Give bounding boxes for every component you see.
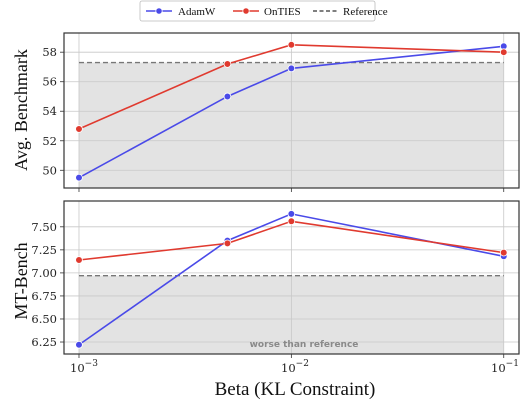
x-tick-label-1e-3: 10−3 <box>70 359 98 375</box>
data-point-adamw <box>75 173 83 182</box>
legend-item-reference: Reference <box>313 6 388 18</box>
y-tick-label: 6.25 <box>31 335 57 349</box>
data-point-adamw <box>287 210 296 218</box>
y-tick-label: 7.00 <box>31 266 57 280</box>
y-tick-label: 58 <box>42 45 57 59</box>
y-tick-label: 7.50 <box>31 220 57 234</box>
series-line-onties <box>78 44 504 130</box>
panel-avg-benchmark: 50 52 54 56 58 <box>42 32 520 192</box>
legend-onties-label: OnTIES <box>264 6 301 18</box>
legend-reference-label: Reference <box>343 6 388 18</box>
legend-adamw-label: AdamW <box>178 6 216 18</box>
panel-mt-bench: 6.25 6.50 6.75 7.00 7.25 7.50 <box>31 200 520 358</box>
y-tick-label: 6.50 <box>31 312 57 326</box>
y-tick-label: 54 <box>42 104 57 118</box>
y-tick-label: 7.25 <box>31 243 57 257</box>
legend: AdamW OnTIES Reference <box>139 0 388 22</box>
y-tick-label: 52 <box>42 134 57 148</box>
x-tick-label-1e-1: 10−1 <box>491 359 519 375</box>
data-point-onties <box>75 125 83 133</box>
y-axis-label-bottom: MT-Bench <box>11 242 31 319</box>
x-tick-label-1e-2: 10−2 <box>281 359 309 375</box>
legend-item-adamw: AdamW <box>146 6 216 18</box>
legend-item-onties: OnTIES <box>233 6 301 18</box>
plot-frame <box>63 32 520 189</box>
plot-frame <box>63 200 520 355</box>
x-tick-labels: 10−3 10−2 10−1 <box>70 359 519 375</box>
data-point-onties <box>223 239 232 248</box>
data-point-onties <box>499 248 508 257</box>
y-tick-label: 56 <box>42 75 57 89</box>
series-line-onties <box>78 220 504 261</box>
data-point-onties <box>287 217 296 226</box>
data-point-onties <box>223 60 232 68</box>
data-point-adamw <box>287 64 296 73</box>
data-point-onties <box>75 256 83 264</box>
y-tick-label: 50 <box>42 163 57 177</box>
y-tick-label: 6.75 <box>31 289 57 303</box>
data-point-onties <box>499 48 508 56</box>
data-point-adamw <box>75 340 83 349</box>
legend-adamw-marker <box>155 7 163 15</box>
shade-annotation: worse than reference <box>250 340 359 350</box>
data-point-onties <box>287 41 296 49</box>
data-point-adamw <box>223 92 232 101</box>
legend-onties-marker <box>242 7 250 15</box>
series-line-adamw <box>78 213 504 346</box>
x-axis-label: Beta (KL Constraint) <box>215 379 376 400</box>
series-line-adamw <box>78 45 504 179</box>
y-axis-label-top: Avg. Benchmark <box>11 49 31 171</box>
